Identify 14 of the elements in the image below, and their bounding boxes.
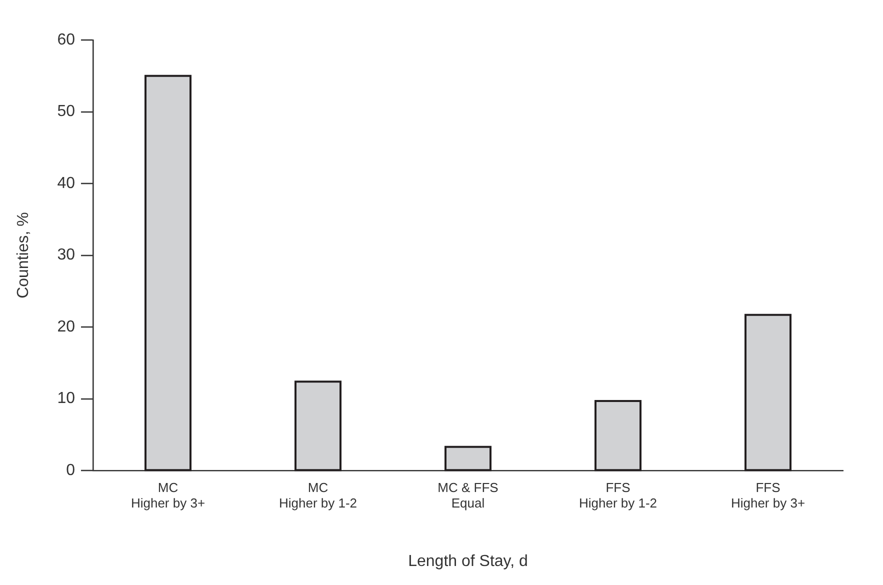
y-tick-label: 60 (57, 31, 76, 48)
y-tick-label: 40 (57, 174, 76, 192)
y-tick-label: 20 (57, 318, 76, 336)
y-tick-label: 0 (66, 462, 76, 480)
x-tick-label: MC Higher by 1-2 (278, 480, 358, 511)
y-tick-label: 10 (57, 390, 76, 408)
x-tick-label: FFS Higher by 3+ (730, 480, 806, 511)
x-axis-title: Length of Stay, d (408, 552, 528, 570)
y-axis-title: Counties, % (15, 212, 32, 298)
x-tick-label: FFS Higher by 1-2 (578, 480, 658, 511)
x-tick-label: MC & FFS Equal (438, 480, 499, 511)
y-tick-label: 50 (57, 103, 76, 120)
x-tick-label: MC Higher by 3+ (130, 480, 206, 511)
y-tick-label: 30 (57, 246, 76, 264)
